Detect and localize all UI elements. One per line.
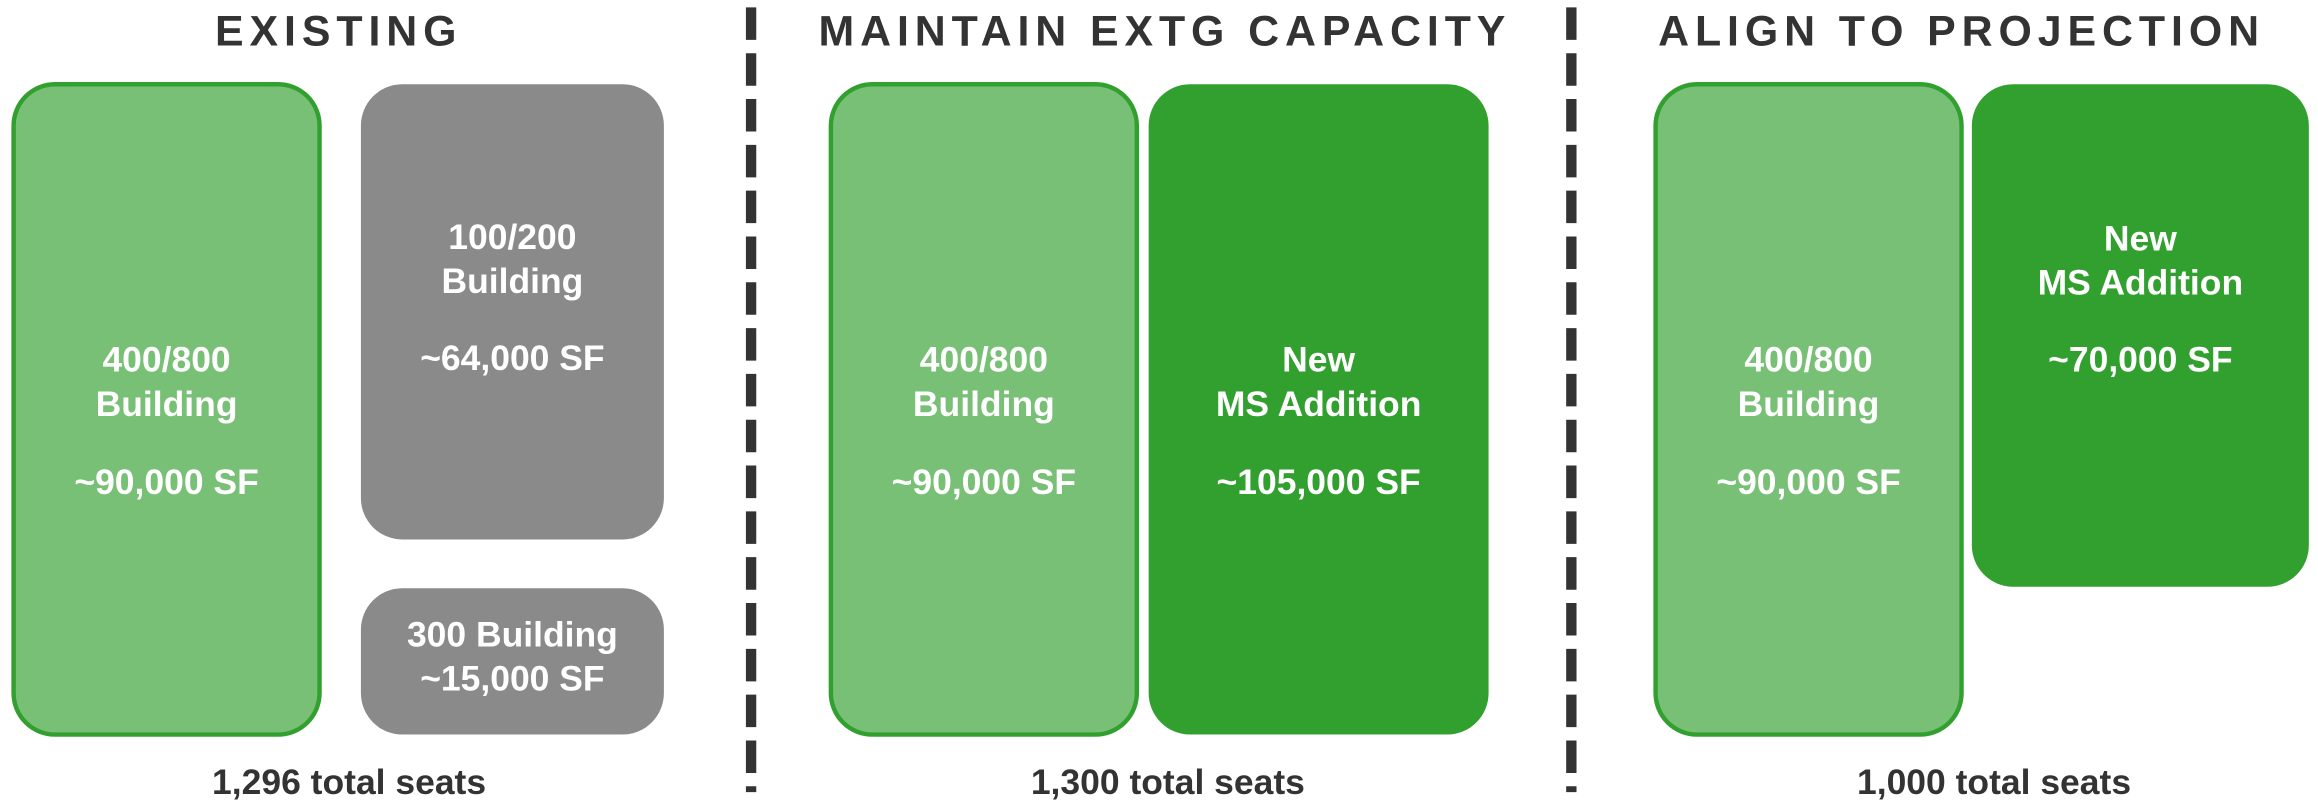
building-block [360,84,664,540]
block-label: ~90,000 SF [892,462,1076,502]
building-block [360,588,664,735]
block-label: ~15,000 SF [420,659,604,699]
column-title: MAINTAIN EXTG CAPACITY [819,7,1512,55]
building-block [1653,82,1964,737]
block-label: 400/800 [102,339,230,379]
block-label: Building [1738,384,1880,424]
block-label: Building [96,384,238,424]
building-block [1148,84,1489,735]
block-label: 100/200 [448,217,576,257]
block-label: ~90,000 SF [74,462,258,502]
block-label: MS Addition [1216,384,1422,424]
block-label: 400/800 [920,339,1048,379]
block-label: ~64,000 SF [420,338,604,378]
block-label: Building [913,384,1055,424]
seat-count: 1,296 total seats [212,762,486,802]
block-label: 400/800 [1744,339,1872,379]
block-label: 300 Building [407,614,618,654]
building-block [828,82,1140,737]
building-block [1971,84,2309,587]
building-block [11,82,322,737]
block-label: ~105,000 SF [1217,462,1421,502]
block-label: New [1282,339,1355,379]
block-label: ~90,000 SF [1716,462,1900,502]
seat-count: 1,300 total seats [1031,762,1305,802]
block-label: MS Addition [2038,263,2244,303]
column-title: EXISTING [215,7,462,55]
block-label: New [2104,218,2177,258]
block-label: ~70,000 SF [2048,339,2232,379]
seat-count: 1,000 total seats [1857,762,2131,802]
column-title: ALIGN TO PROJECTION [1658,7,2265,55]
block-label: Building [441,261,583,301]
